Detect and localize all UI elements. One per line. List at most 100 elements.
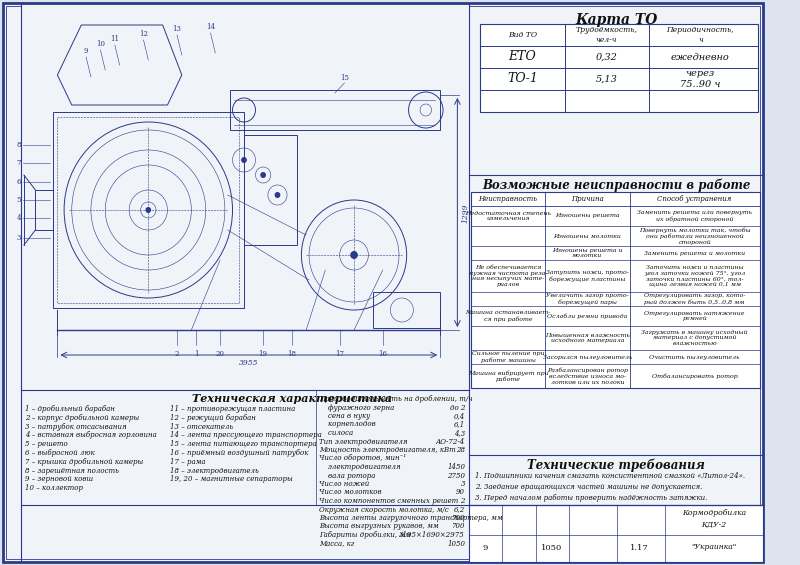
Text: 11: 11 bbox=[110, 35, 119, 43]
Text: Увеличить зазор прото-
борежущей пары: Увеличить зазор прото- борежущей пары bbox=[546, 293, 629, 305]
Text: Отбалансировать ротор: Отбалансировать ротор bbox=[652, 373, 738, 379]
Bar bbox=[480, 24, 758, 112]
Text: Тип электродвигателя: Тип электродвигателя bbox=[318, 437, 407, 445]
Text: Засорился пылеуловитель: Засорился пылеуловитель bbox=[543, 354, 632, 359]
Text: Причина: Причина bbox=[571, 195, 604, 203]
Bar bbox=[58, 117, 239, 303]
Text: Число молотков: Число молотков bbox=[318, 489, 382, 497]
Circle shape bbox=[241, 157, 247, 163]
Text: Число ножей: Число ножей bbox=[318, 480, 369, 488]
Text: 4 – вставная выбросная горловина: 4 – вставная выбросная горловина bbox=[25, 432, 157, 440]
Text: 9 – зерновой ковш: 9 – зерновой ковш bbox=[25, 475, 93, 484]
Text: 7: 7 bbox=[17, 159, 21, 167]
Circle shape bbox=[350, 251, 358, 259]
Text: 2750: 2750 bbox=[447, 472, 465, 480]
Text: 9: 9 bbox=[84, 47, 88, 55]
Text: ежедневно: ежедневно bbox=[671, 53, 730, 62]
Text: 6: 6 bbox=[17, 178, 21, 186]
Text: Периодичность,
ч: Периодичность, ч bbox=[666, 27, 734, 44]
Text: Мощность электродвигателя, кВт: Мощность электродвигателя, кВт bbox=[318, 446, 455, 454]
Text: Высота ленты загрузочного транспортера, мм: Высота ленты загрузочного транспортера, … bbox=[318, 514, 502, 522]
Bar bbox=[21, 6, 469, 390]
Text: 6 – выбросной люк: 6 – выбросной люк bbox=[25, 449, 94, 457]
Text: 1: 1 bbox=[194, 350, 198, 358]
Bar bbox=[469, 505, 762, 562]
Text: Число компонентов сменных решет: Число компонентов сменных решет bbox=[318, 497, 458, 505]
Text: 10: 10 bbox=[96, 40, 105, 48]
Text: КДУ-2: КДУ-2 bbox=[702, 521, 726, 529]
Circle shape bbox=[274, 192, 280, 198]
Text: ЕТО: ЕТО bbox=[509, 50, 536, 63]
Text: 1299: 1299 bbox=[461, 203, 469, 223]
Text: 6,2: 6,2 bbox=[454, 506, 465, 514]
Bar bbox=[470, 192, 760, 388]
Text: 17: 17 bbox=[335, 350, 344, 358]
Text: Заменить решета или повернуть
их обратной стороной: Заменить решета или повернуть их обратно… bbox=[637, 210, 752, 221]
Text: 18 – электродвигатель: 18 – электродвигатель bbox=[170, 467, 259, 475]
Text: 700: 700 bbox=[451, 523, 465, 531]
Text: Сильное пыление при
работе машины: Сильное пыление при работе машины bbox=[472, 351, 544, 363]
Text: Неисправность: Неисправность bbox=[478, 195, 538, 203]
Circle shape bbox=[260, 172, 266, 178]
Text: 2 – корпус дробильной камеры: 2 – корпус дробильной камеры bbox=[25, 414, 139, 422]
Text: Высота выгрузных рукавов, мм: Высота выгрузных рукавов, мм bbox=[318, 523, 438, 531]
Text: Не обеспечивается
нужная чистота реза-
ния несыпучих мате-
риалов: Не обеспечивается нужная чистота реза- н… bbox=[469, 265, 547, 287]
Text: 90: 90 bbox=[456, 489, 465, 497]
Text: 4: 4 bbox=[17, 214, 21, 222]
Text: Масса, кг: Масса, кг bbox=[318, 540, 354, 547]
Text: "Украинка": "Украинка" bbox=[691, 543, 737, 551]
Text: Карта ТО: Карта ТО bbox=[575, 13, 658, 27]
Text: 3. Перед началом работы проверить надёжность затяжки.: 3. Перед началом работы проверить надёжн… bbox=[474, 494, 707, 502]
Text: Изношены решета: Изношены решета bbox=[555, 214, 620, 219]
Text: 19: 19 bbox=[258, 350, 268, 358]
Text: 2. Заедание вращающихся частей машины не допускается.: 2. Заедание вращающихся частей машины не… bbox=[474, 483, 702, 491]
Text: 3 – патрубок отсасывания: 3 – патрубок отсасывания bbox=[25, 423, 126, 431]
Text: Возможные неисправности в работе: Возможные неисправности в работе bbox=[482, 178, 750, 192]
Bar bbox=[230, 90, 440, 130]
Text: 13 – отсекатель: 13 – отсекатель bbox=[170, 423, 234, 431]
Text: 4,3: 4,3 bbox=[454, 429, 465, 437]
Text: 6,1: 6,1 bbox=[454, 420, 465, 428]
Text: 5: 5 bbox=[17, 196, 21, 204]
Text: корнеплодов: корнеплодов bbox=[318, 420, 375, 428]
Text: 8 – зарешётная полость: 8 – зарешётная полость bbox=[25, 467, 118, 475]
Text: 12 – режущий барабан: 12 – режущий барабан bbox=[170, 414, 256, 422]
Text: Производительность на дроблении, т/ч: Производительность на дроблении, т/ч bbox=[318, 395, 472, 403]
Text: 1.17: 1.17 bbox=[630, 544, 649, 552]
Text: 5,13: 5,13 bbox=[596, 75, 618, 84]
Text: 3955: 3955 bbox=[239, 359, 258, 367]
Text: фуражного зерна: фуражного зерна bbox=[318, 403, 394, 411]
Text: Загружать в машину исходный
материал с допустимой
влажностью: Загружать в машину исходный материал с д… bbox=[642, 330, 748, 346]
Text: Недостаточная степень
измельчения: Недостаточная степень измельчения bbox=[465, 211, 551, 221]
Text: Окружная скорость молотка, м/с: Окружная скорость молотка, м/с bbox=[318, 506, 448, 514]
Text: 1450: 1450 bbox=[447, 463, 465, 471]
Text: 3195×1690×2975: 3195×1690×2975 bbox=[399, 531, 465, 539]
Text: Машина останавливает-
ся при работе: Машина останавливает- ся при работе bbox=[466, 310, 550, 321]
Text: до 2: до 2 bbox=[450, 403, 465, 411]
Text: 2: 2 bbox=[174, 350, 179, 358]
Text: Изношены решета и
молотки: Изношены решета и молотки bbox=[552, 247, 623, 258]
Text: Затупить ножи, прото-
борежущие пластины: Затупить ножи, прото- борежущие пластины bbox=[546, 270, 629, 282]
Text: Вид ТО: Вид ТО bbox=[508, 31, 537, 39]
Text: 14 – лента прессующего транспортера: 14 – лента прессующего транспортера bbox=[170, 432, 322, 440]
Circle shape bbox=[146, 207, 151, 213]
Text: 28: 28 bbox=[456, 446, 465, 454]
Text: 16: 16 bbox=[378, 350, 387, 358]
Text: Технические требования: Технические требования bbox=[527, 458, 705, 472]
Text: 18: 18 bbox=[287, 350, 296, 358]
Text: 11 – противорежущая пластина: 11 – противорежущая пластина bbox=[170, 405, 295, 413]
Text: Повернуть молотки так, чтобы
они работали неизношенной
стороной: Повернуть молотки так, чтобы они работал… bbox=[638, 227, 750, 245]
Text: 1 – дробильный барабан: 1 – дробильный барабан bbox=[25, 405, 114, 413]
Text: Трудоёмкость,
чел-ч: Трудоёмкость, чел-ч bbox=[576, 27, 638, 44]
Text: через
75..90 ч: через 75..90 ч bbox=[680, 69, 721, 89]
Text: 10 – коллектор: 10 – коллектор bbox=[25, 484, 83, 492]
Text: Заточить ножи и пластины
угол заточки ножей 75°, угол
заточки пластины 60°, тол-: Заточить ножи и пластины угол заточки но… bbox=[644, 265, 746, 287]
Text: 12: 12 bbox=[139, 30, 148, 38]
Text: электродвигателя: электродвигателя bbox=[318, 463, 400, 471]
Text: вала ротора: вала ротора bbox=[318, 472, 375, 480]
Text: 3: 3 bbox=[17, 234, 21, 242]
Text: 9: 9 bbox=[482, 544, 488, 552]
Text: Отрегулировать зазор, кото-
рый должен быть 0,5..0,8 мм: Отрегулировать зазор, кото- рый должен б… bbox=[644, 293, 746, 305]
Text: 7 – крышка дробильной камеры: 7 – крышка дробильной камеры bbox=[25, 458, 143, 466]
Text: 1050: 1050 bbox=[447, 540, 465, 547]
